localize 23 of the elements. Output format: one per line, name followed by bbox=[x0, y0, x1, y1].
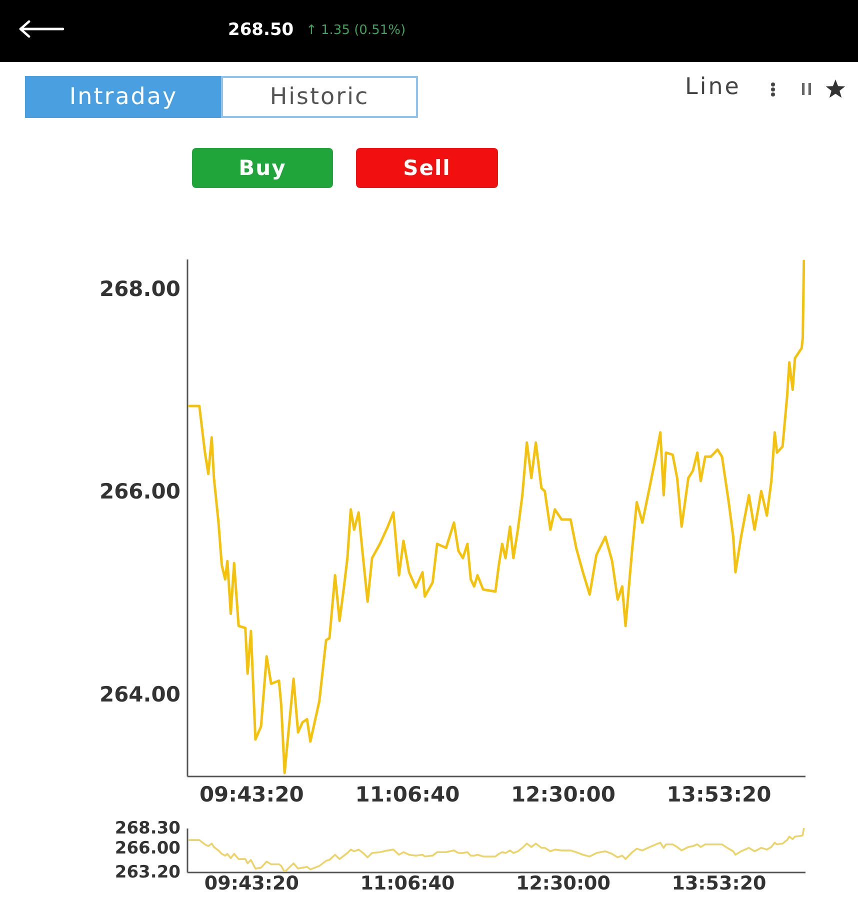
x-tick-label: 13:53:20 bbox=[672, 872, 766, 894]
x-tick-label: 13:53:20 bbox=[666, 782, 772, 806]
x-tick-label: 11:06:40 bbox=[360, 872, 455, 894]
y-tick-label: 264.00 bbox=[99, 682, 180, 706]
y-tick-label: 266.00 bbox=[114, 838, 181, 858]
x-tick-label: 12:30:00 bbox=[511, 782, 616, 806]
x-tick-label: 09:43:20 bbox=[204, 872, 299, 894]
y-tick-label: 263.20 bbox=[114, 862, 181, 882]
selected-tab: Intraday bbox=[25, 76, 222, 118]
x-tick-label: 11:06:40 bbox=[355, 782, 460, 806]
line-series bbox=[188, 828, 805, 872]
sell-button: Sell bbox=[356, 148, 498, 188]
text: 268.50 bbox=[228, 20, 294, 41]
line-series bbox=[188, 260, 805, 774]
y-tick-label: 268.30 bbox=[114, 818, 181, 838]
y-tick-label: 266.00 bbox=[99, 480, 180, 504]
buy-button: Buy bbox=[192, 148, 333, 188]
text: ↑ 1.35 (0.51%) bbox=[306, 23, 406, 39]
tab: Historic bbox=[221, 76, 418, 118]
x-tick-label: 09:43:20 bbox=[199, 782, 304, 806]
x-tick-label: 12:30:00 bbox=[516, 872, 610, 894]
y-tick-label: 268.00 bbox=[99, 276, 180, 301]
text: Line bbox=[685, 74, 741, 100]
